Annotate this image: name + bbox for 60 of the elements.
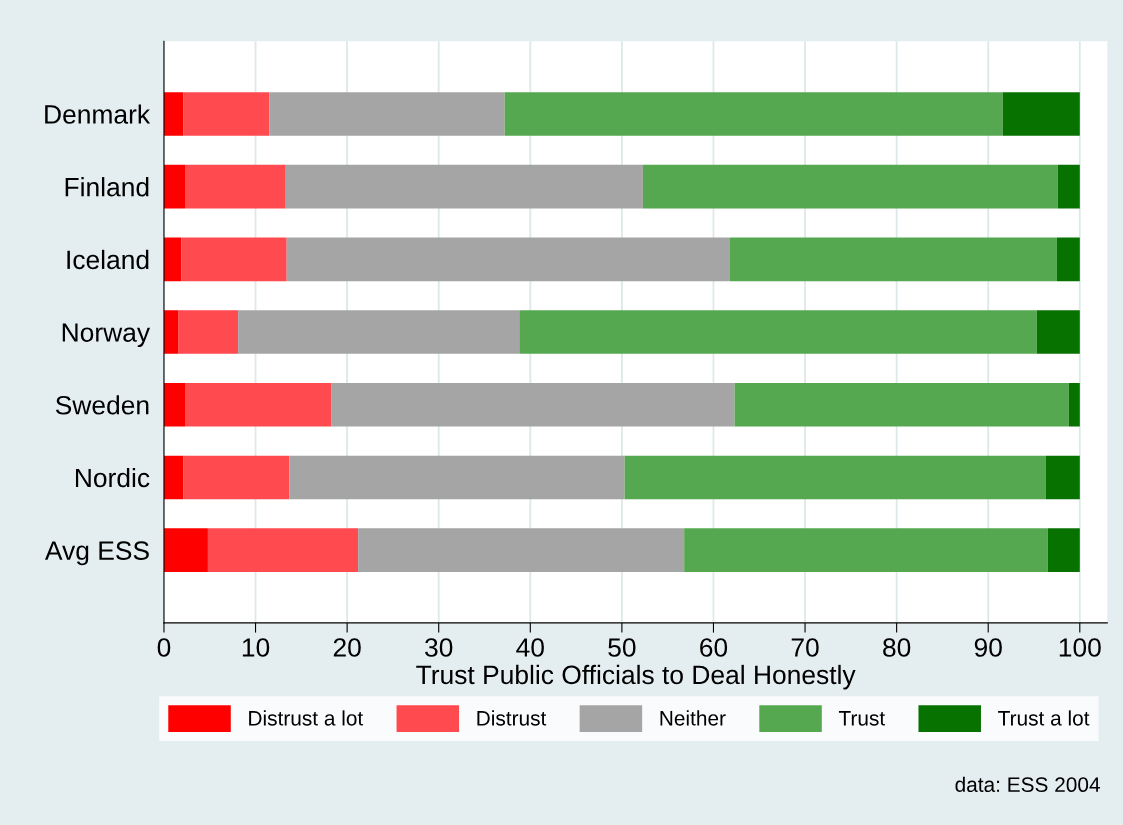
bar: [1036, 310, 1080, 354]
bar: [358, 528, 685, 572]
x-tick-label: 40: [516, 638, 544, 657]
y-tick-label: Denmark: [45, 104, 151, 124]
bar: [331, 382, 735, 427]
bar: [207, 528, 359, 572]
x-tick-label: 0: [157, 638, 171, 657]
y-tick-label: Iceland: [67, 249, 149, 270]
bar: [1057, 164, 1080, 209]
bar: [729, 237, 1057, 282]
bar: [178, 310, 239, 354]
bar: [163, 310, 179, 354]
y-tick-label: Nordic: [75, 467, 150, 488]
bar: [642, 164, 1058, 209]
legend-label: Distrust: [477, 710, 547, 726]
bar: [183, 455, 290, 500]
bar: [504, 92, 1003, 136]
bar: [1002, 92, 1080, 136]
legend-label: Neither: [660, 710, 726, 726]
bar: [1068, 382, 1080, 427]
x-tick-label: 50: [608, 638, 636, 657]
x-tick-label: 20: [333, 638, 361, 657]
bar: [163, 382, 186, 427]
bar: [185, 164, 286, 209]
x-tick-label: 100: [1059, 638, 1101, 657]
y-tick-label: Sweden: [55, 395, 149, 415]
y-tick-label: Finland: [65, 177, 149, 197]
bar: [163, 164, 186, 209]
x-tick-label: 30: [425, 638, 453, 657]
bar: [1056, 237, 1080, 282]
bar: [1047, 528, 1080, 572]
x-tick-label: 70: [791, 638, 819, 657]
bar: [1045, 455, 1080, 500]
bar: [285, 164, 643, 209]
bar: [519, 310, 1037, 354]
x-tick-label: 90: [974, 638, 1002, 657]
bar: [684, 528, 1048, 572]
bar: [163, 455, 184, 500]
bar: [624, 455, 1046, 500]
y-tick-label: Avg ESS: [44, 541, 149, 566]
bar: [163, 92, 184, 136]
text: data: ESS 2004: [955, 776, 1100, 793]
y-tick-label: Norway: [62, 323, 151, 348]
bar: [734, 382, 1069, 427]
x-tick-label: 60: [700, 638, 728, 657]
x-tick-label: 10: [242, 638, 270, 657]
x-axis-title: Trust Public Officials to Deal Honestly: [416, 664, 856, 690]
bar: [181, 237, 287, 282]
legend-label: Trust: [838, 711, 885, 726]
bar: [163, 237, 182, 282]
bar: [185, 382, 332, 427]
legend-label: Trust a lot: [998, 710, 1090, 726]
bar: [269, 92, 505, 136]
bar: [183, 92, 270, 136]
legend-label: Distrust a lot: [249, 710, 364, 726]
bar: [238, 310, 520, 354]
bar: [286, 237, 730, 282]
x-tick-label: 80: [883, 638, 911, 657]
bar: [289, 455, 625, 500]
bar: [163, 528, 208, 572]
